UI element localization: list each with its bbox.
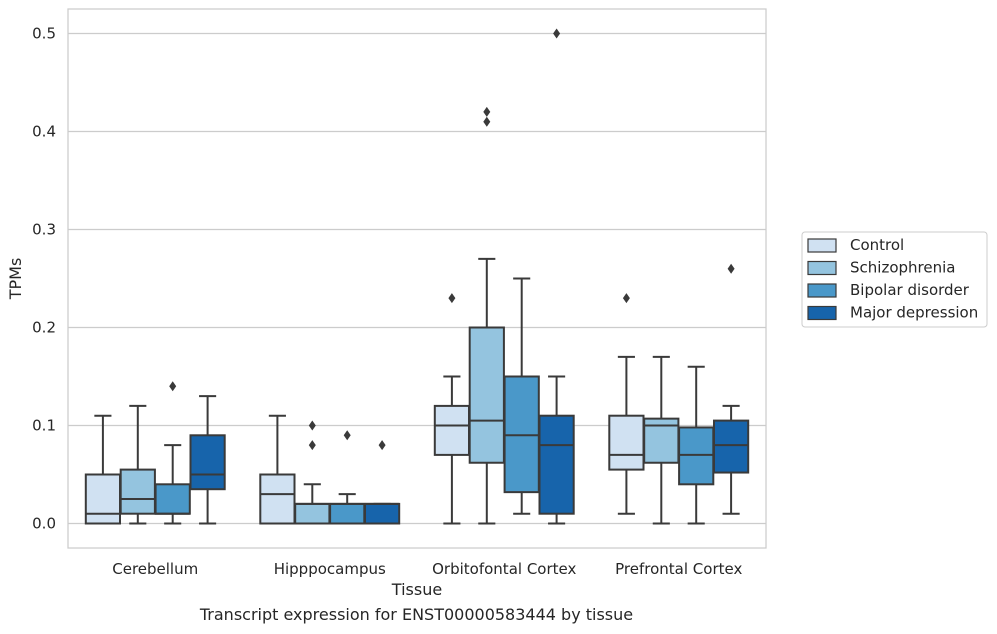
legend-label: Bipolar disorder	[850, 281, 970, 299]
outlier-point	[448, 293, 456, 304]
y-tick-label: 0.1	[32, 417, 56, 435]
iqr-box	[154, 483, 191, 515]
outlier-point	[553, 28, 561, 39]
outlier-point	[483, 106, 491, 117]
box-control	[84, 414, 122, 525]
box-bipolar-disorder	[154, 381, 191, 525]
outlier-point	[622, 293, 630, 304]
iqr-box	[538, 414, 575, 515]
iqr-box	[259, 473, 296, 525]
iqr-box	[712, 419, 750, 474]
x-tick-label: Hipppocampus	[274, 560, 386, 578]
legend-frame	[801, 231, 988, 328]
box-schizophrenia	[294, 420, 331, 525]
y-tick-label: 0.3	[32, 221, 56, 239]
iqr-box	[119, 468, 156, 515]
y-tick-label: 0.2	[32, 319, 56, 337]
y-axis-ticks: 0.0 0.1 0.2 0.3 0.4 0.5	[32, 25, 56, 533]
box-schizophrenia	[468, 106, 505, 525]
box-plot-area	[84, 28, 750, 525]
iqr-box	[294, 502, 331, 525]
box-bipolar-disorder	[329, 430, 366, 525]
outlier-point	[169, 381, 177, 392]
iqr-box	[84, 473, 122, 525]
box-schizophrenia	[643, 355, 680, 525]
y-tick-label: 0.4	[32, 123, 56, 141]
x-tick-label: Cerebellum	[112, 560, 198, 578]
box-major-depression	[712, 263, 750, 515]
box-major-depression	[538, 28, 575, 525]
y-tick-label: 0.0	[32, 515, 56, 533]
legend-swatch	[807, 283, 837, 298]
iqr-box	[363, 502, 401, 525]
legend-label: Control	[850, 236, 904, 254]
figure-caption: Transcript expression for ENST0000058344…	[199, 605, 634, 624]
outlier-point	[343, 430, 351, 441]
plot-frame	[67, 8, 767, 549]
box-bipolar-disorder	[678, 365, 715, 525]
legend-swatch	[807, 305, 837, 321]
legend-swatch	[807, 238, 837, 253]
x-tick-label: Orbitofontal Cortex	[432, 560, 576, 578]
legend-label: Schizophrenia	[850, 259, 955, 277]
x-axis-label: Tissue	[391, 580, 442, 599]
iqr-box	[433, 404, 471, 456]
x-axis-ticks: Cerebellum Hipppocampus Orbitofontal Corte…	[112, 560, 742, 578]
iqr-box	[329, 502, 366, 525]
legend: Control Schizophrenia Bipolar disorder Majo…	[801, 231, 988, 328]
x-tick-label: Prefrontal Cortex	[615, 560, 742, 578]
legend-label: Major depression	[850, 304, 978, 322]
iqr-box	[608, 414, 645, 471]
box-major-depression	[363, 440, 401, 525]
outlier-point	[727, 263, 735, 274]
iqr-box	[189, 434, 226, 491]
legend-swatch	[807, 260, 837, 276]
box-bipolar-disorder	[503, 277, 540, 515]
box-major-depression	[189, 395, 226, 525]
outlier-point	[483, 116, 491, 127]
grid-lines	[68, 32, 766, 525]
outlier-point	[308, 420, 316, 431]
iqr-box	[468, 326, 505, 464]
outlier-point	[378, 440, 386, 451]
y-tick-label: 0.5	[32, 25, 56, 43]
box-schizophrenia	[119, 404, 156, 525]
box-control	[608, 293, 645, 515]
y-axis-label: TPMs	[6, 258, 25, 301]
box-control	[259, 414, 296, 525]
outlier-point	[308, 440, 316, 451]
